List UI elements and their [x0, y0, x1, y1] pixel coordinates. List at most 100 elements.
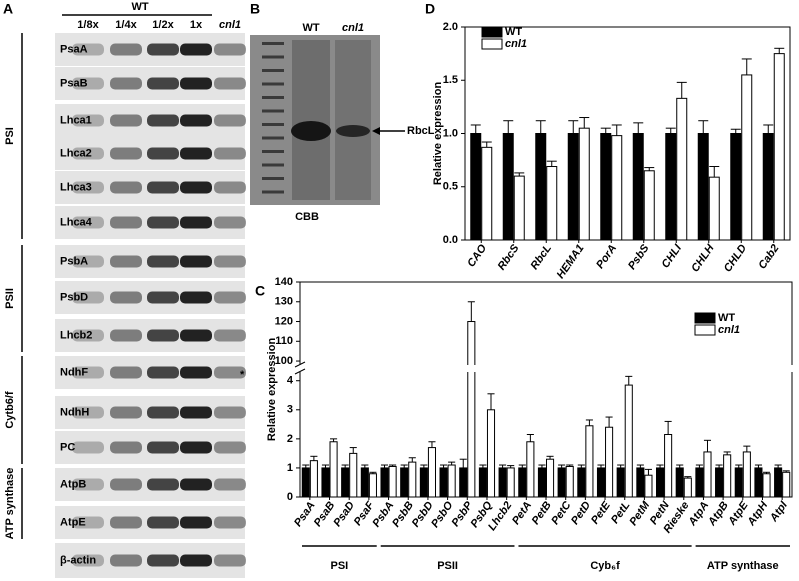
band — [214, 216, 246, 229]
band — [72, 291, 104, 304]
bar — [470, 133, 482, 241]
row-label: Lhca2 — [60, 147, 92, 159]
x-tick-label: PetC — [549, 499, 574, 527]
group-label: ATP synthase — [4, 468, 16, 540]
lane-label: cnl1 — [219, 19, 241, 31]
band — [147, 255, 179, 268]
x-tick-label: CHLD — [722, 242, 749, 274]
group-label: Cytb6/f — [4, 391, 16, 429]
row-label: NdhF — [60, 366, 88, 378]
bar — [518, 467, 527, 498]
y-tick-label: 0.0 — [443, 234, 458, 246]
legend-swatch — [694, 312, 716, 324]
rbcl-band — [291, 121, 331, 141]
x-tick-label: CHLI — [660, 242, 685, 271]
band — [72, 216, 104, 229]
lane-label: 1x — [190, 19, 203, 31]
bar — [486, 409, 496, 498]
bar — [535, 133, 547, 241]
bar — [675, 467, 684, 498]
band — [147, 147, 179, 160]
lane-label: WT — [302, 22, 319, 34]
ladder-band — [262, 82, 284, 86]
band — [110, 216, 142, 229]
y-tick-label: 1.5 — [443, 74, 458, 86]
band — [214, 181, 246, 194]
x-tick-label: CHLH — [689, 242, 717, 275]
break-mark — [294, 361, 306, 375]
y-tick-label: 2 — [287, 433, 293, 445]
bar — [782, 471, 791, 498]
band — [110, 441, 142, 454]
y-tick-label: 1 — [287, 462, 293, 474]
y-tick-label: 110 — [275, 335, 293, 347]
bar — [388, 465, 397, 498]
bar — [643, 170, 655, 241]
band — [110, 478, 142, 491]
bar — [565, 465, 574, 498]
bar — [644, 474, 653, 498]
ladder-band — [262, 96, 284, 99]
band — [147, 478, 179, 491]
x-tick-label: PsbS — [626, 242, 652, 272]
band — [110, 43, 142, 56]
band — [72, 114, 104, 127]
band — [72, 406, 104, 419]
band — [214, 478, 246, 491]
y-tick-label: 1.0 — [443, 127, 458, 139]
band — [147, 406, 179, 419]
band — [147, 554, 179, 567]
row-label: AtpB — [60, 478, 86, 490]
bar — [447, 464, 456, 498]
bar — [567, 133, 579, 241]
band — [110, 255, 142, 268]
ladder-band — [262, 177, 284, 180]
row-label: PsaB — [60, 77, 88, 89]
group-label: ATP synthase — [707, 560, 779, 572]
ladder-band — [262, 190, 284, 194]
bar — [715, 467, 724, 498]
bar — [408, 461, 417, 498]
legend-label: WT — [718, 312, 735, 324]
y-tick-label: 140 — [275, 276, 293, 288]
x-tick-label: RbcS — [496, 242, 522, 272]
band — [214, 441, 246, 454]
bar — [506, 467, 515, 498]
band — [147, 516, 179, 529]
bar — [611, 135, 623, 241]
bar — [723, 454, 732, 498]
y-axis-label: Relative expression — [266, 338, 278, 442]
band — [72, 77, 104, 90]
x-tick-label: RbcL — [528, 242, 554, 272]
bar — [665, 133, 677, 241]
bar — [774, 467, 783, 498]
band — [180, 77, 212, 90]
band — [214, 329, 246, 342]
bar — [301, 467, 310, 498]
band — [110, 406, 142, 419]
row-label: Lhca3 — [60, 181, 92, 193]
band — [72, 478, 104, 491]
bar — [632, 133, 644, 241]
legend-label: cnl1 — [505, 38, 527, 50]
band — [180, 478, 212, 491]
bar — [546, 166, 558, 241]
x-tick-label: PetB — [530, 499, 554, 526]
band — [72, 255, 104, 268]
bar — [600, 133, 612, 241]
bar — [741, 74, 753, 241]
bar — [439, 467, 448, 498]
band — [72, 147, 104, 160]
x-tick-label: PetM — [627, 499, 652, 528]
band — [180, 554, 212, 567]
band — [110, 329, 142, 342]
band — [72, 43, 104, 56]
band — [110, 554, 142, 567]
bar — [526, 441, 535, 498]
y-tick-label: 3 — [287, 404, 293, 416]
bar — [459, 467, 468, 498]
band — [214, 366, 246, 379]
legend-swatch — [481, 38, 503, 50]
x-tick-label: AtpH — [745, 499, 771, 529]
